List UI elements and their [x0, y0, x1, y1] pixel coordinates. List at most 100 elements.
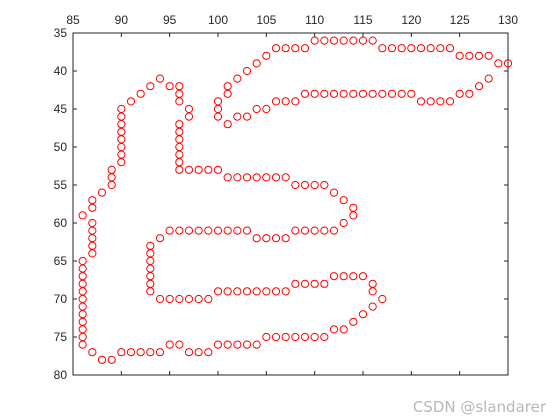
- data-point: [291, 279, 300, 288]
- data-point: [494, 59, 503, 68]
- data-point: [204, 226, 213, 235]
- data-point: [204, 165, 213, 174]
- data-point: [155, 294, 165, 304]
- data-point: [213, 165, 223, 174]
- data-point: [78, 211, 87, 220]
- data-point: [184, 112, 194, 121]
- data-point: [484, 74, 493, 83]
- data-point: [407, 44, 416, 53]
- data-point: [155, 74, 165, 83]
- axis-tick-labels: 85 90 95 100 105 110 115 120 125 130 35 40 45 50 55 60 6…: [54, 13, 519, 382]
- data-point: [175, 97, 184, 106]
- data-point: [165, 82, 174, 91]
- data-point: [213, 287, 223, 296]
- data-point: [271, 173, 281, 182]
- data-point: [339, 89, 348, 98]
- y-tick-label: 65: [54, 254, 68, 268]
- data-point: [175, 165, 184, 174]
- data-point: [223, 287, 232, 296]
- data-point: [223, 340, 232, 349]
- data-point: [184, 165, 194, 174]
- x-tick-label: 105: [256, 13, 276, 27]
- data-point: [368, 287, 377, 296]
- data-point: [155, 348, 165, 357]
- data-point: [455, 89, 464, 98]
- data-point: [262, 234, 271, 243]
- data-point: [387, 89, 397, 98]
- data-point: [300, 226, 310, 235]
- data-point: [503, 59, 513, 68]
- watermark-text: CSDN @slandarer: [412, 398, 546, 416]
- data-point: [184, 294, 194, 304]
- data-point: [88, 196, 97, 205]
- data-point: [339, 36, 348, 45]
- y-tick-label: 70: [54, 292, 68, 306]
- data-point: [233, 340, 242, 349]
- x-tick-label: 120: [401, 13, 421, 27]
- data-point: [281, 332, 290, 342]
- data-point: [136, 348, 145, 357]
- data-point: [320, 36, 329, 45]
- data-point: [78, 256, 87, 266]
- data-point: [310, 89, 319, 98]
- data-point: [329, 226, 339, 235]
- data-point: [194, 294, 203, 304]
- data-point: [242, 173, 252, 182]
- data-point: [291, 180, 300, 190]
- data-point: [378, 89, 387, 98]
- data-point: [465, 89, 474, 98]
- data-point: [262, 287, 271, 296]
- x-tick-label: 95: [163, 13, 177, 27]
- data-point: [107, 165, 116, 174]
- data-point: [465, 51, 474, 60]
- data-point: [310, 36, 319, 45]
- data-point: [213, 340, 223, 349]
- data-point: [242, 112, 252, 121]
- data-point: [426, 97, 435, 106]
- data-point: [88, 218, 97, 228]
- data-point: [320, 279, 329, 288]
- data-point: [300, 44, 310, 53]
- data-point: [97, 355, 107, 364]
- data-point: [436, 97, 445, 106]
- data-point: [184, 226, 194, 235]
- data-point: [339, 272, 348, 281]
- data-point: [300, 332, 310, 342]
- data-point: [242, 340, 252, 349]
- data-point: [436, 44, 445, 53]
- data-point: [416, 97, 426, 106]
- data-point: [320, 332, 329, 342]
- data-point: [281, 287, 290, 296]
- y-tick-label: 55: [54, 178, 68, 192]
- data-point: [165, 340, 174, 349]
- data-point: [320, 226, 329, 235]
- y-tick-label: 80: [54, 368, 68, 382]
- data-point: [146, 287, 155, 296]
- data-point: [233, 112, 242, 121]
- data-point: [194, 226, 203, 235]
- data-point: [358, 36, 368, 45]
- data-point: [349, 272, 358, 281]
- data-points: [78, 36, 513, 364]
- data-point: [349, 36, 358, 45]
- data-point: [310, 279, 319, 288]
- y-tick-label: 45: [54, 102, 68, 116]
- data-point: [223, 226, 232, 235]
- data-point: [455, 51, 464, 60]
- data-point: [213, 226, 223, 235]
- data-point: [204, 348, 213, 357]
- data-point: [271, 234, 281, 243]
- data-point: [300, 180, 310, 190]
- x-tick-label: 125: [450, 13, 470, 27]
- x-tick-label: 100: [208, 13, 228, 27]
- data-point: [320, 180, 329, 190]
- data-point: [233, 226, 242, 235]
- data-point: [368, 89, 377, 98]
- data-point: [194, 348, 203, 357]
- data-point: [271, 97, 281, 106]
- data-point: [117, 104, 126, 114]
- data-point: [262, 104, 271, 114]
- y-tick-label: 35: [54, 26, 68, 40]
- data-point: [252, 234, 261, 243]
